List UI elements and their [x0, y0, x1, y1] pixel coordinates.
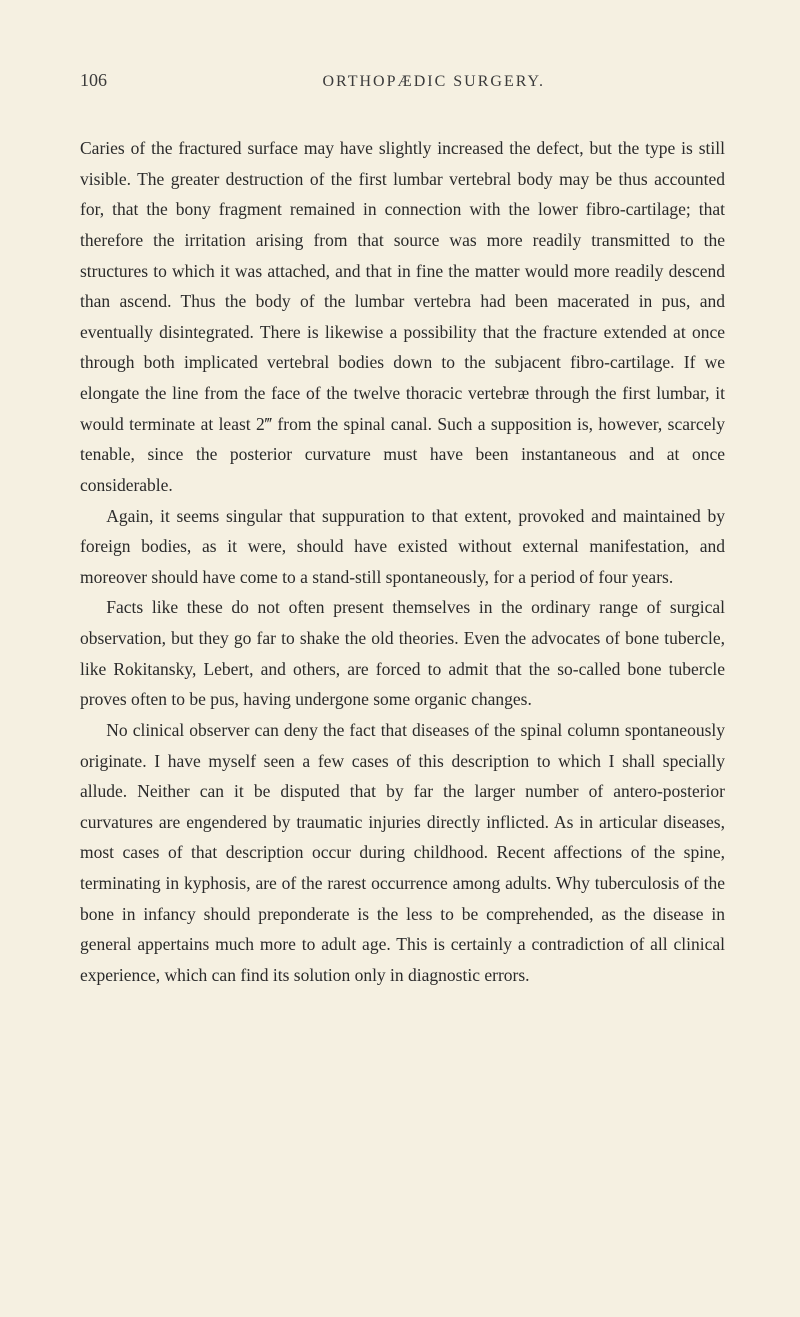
paragraph-4: No clinical observer can deny the fact t…	[80, 715, 725, 991]
paragraph-1: Caries of the fractured surface may have…	[80, 133, 725, 501]
page-content: Caries of the fractured surface may have…	[80, 133, 725, 991]
header-title: ORTHOPÆDIC SURGERY.	[322, 73, 545, 91]
page-header: 106 ORTHOPÆDIC SURGERY.	[80, 70, 725, 91]
paragraph-2: Again, it seems singular that suppuratio…	[80, 501, 725, 593]
paragraph-3: Facts like these do not often present th…	[80, 592, 725, 715]
page-number: 106	[80, 70, 107, 91]
